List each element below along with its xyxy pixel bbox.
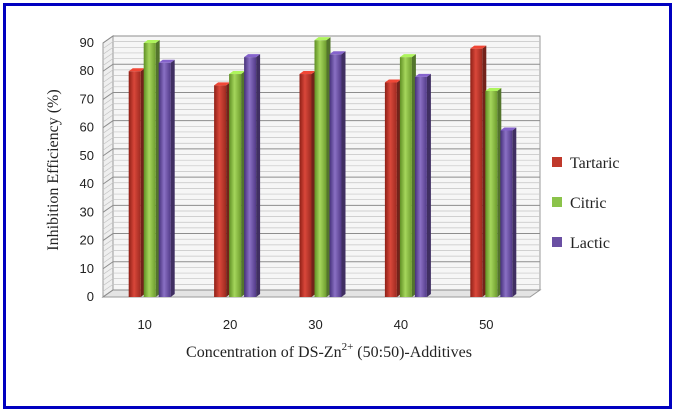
y-axis-title: Inhibition Efficiency (%) — [45, 89, 62, 250]
legend: Tartaric Citric Lactic — [552, 155, 620, 252]
legend-label-tartaric: Tartaric — [570, 155, 620, 172]
y-tick-label: 10 — [80, 261, 94, 276]
x-axis-title-suffix: (50:50)-Additives — [353, 344, 472, 361]
grid-line-minor — [102, 58, 540, 66]
y-tick-labels: 0 10 20 30 40 50 60 70 80 90 — [80, 35, 94, 304]
x-tick-label: 40 — [394, 317, 408, 332]
x-tick-label: 50 — [479, 317, 493, 332]
y-tick-label: 50 — [80, 148, 94, 163]
grid-line-minor — [102, 46, 540, 55]
x-axis-title-superscript: 2+ — [342, 341, 354, 353]
bar-lactic-50 — [500, 127, 517, 297]
bar-tartaric-20 — [214, 82, 231, 297]
x-axis-title-prefix: Concentration of DS-Zn — [186, 344, 342, 361]
bars-group — [128, 37, 517, 298]
y-tick-label: 70 — [80, 91, 94, 106]
x-tick-label: 20 — [223, 317, 237, 332]
bar-citric-30 — [314, 37, 331, 298]
bar-citric-50 — [485, 87, 502, 297]
bar-citric-20 — [229, 71, 246, 298]
y-tick-label: 30 — [80, 204, 94, 219]
bar-citric-40 — [399, 54, 416, 297]
grid-line-major — [102, 35, 540, 44]
legend-swatch-tartaric — [552, 157, 562, 167]
legend-label-citric: Citric — [570, 195, 606, 212]
x-tick-labels: 10 20 30 40 50 — [137, 317, 493, 332]
bar-lactic-20 — [244, 54, 261, 297]
y-tick-label: 40 — [80, 176, 94, 191]
y-tick-label: 80 — [80, 63, 94, 78]
bar-tartaric-10 — [128, 68, 145, 297]
grid-line-minor — [102, 41, 540, 49]
grid-line-minor — [102, 75, 540, 83]
bar-lactic-40 — [414, 73, 431, 297]
bar-citric-10 — [143, 40, 160, 297]
legend-label-lactic: Lactic — [570, 235, 610, 252]
bar-tartaric-50 — [470, 45, 487, 298]
grid-line-major — [102, 63, 540, 72]
y-tick-label: 20 — [80, 233, 94, 248]
x-axis-title: Concentration of DS-Zn2+ (50:50)-Additiv… — [186, 341, 472, 361]
bar-tartaric-30 — [299, 71, 316, 298]
y-tick-label: 0 — [87, 289, 94, 304]
bar-lactic-10 — [158, 59, 175, 297]
bar-tartaric-40 — [384, 79, 401, 297]
grid-line-minor — [102, 69, 540, 78]
legend-swatch-lactic — [552, 237, 562, 247]
grid-line-minor — [102, 52, 540, 61]
x-tick-label: 30 — [308, 317, 322, 332]
legend-swatch-citric — [552, 197, 562, 207]
y-tick-label: 60 — [80, 120, 94, 135]
bar-lactic-30 — [329, 51, 346, 298]
y-tick-label: 90 — [80, 35, 94, 50]
x-tick-label: 10 — [137, 317, 151, 332]
